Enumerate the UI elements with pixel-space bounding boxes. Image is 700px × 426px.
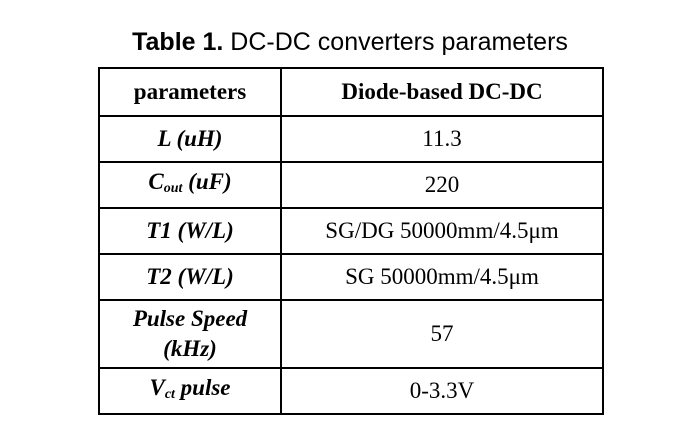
- row-value: 220: [280, 161, 604, 209]
- row: T1 (W/L) SG/DG 50000mm/4.5μm: [98, 207, 604, 255]
- label-text: (uF): [182, 168, 232, 194]
- row-label: L (uH): [98, 115, 282, 163]
- parameters-table: parameters Diode-based DC-DC L (uH) 11.3…: [98, 67, 604, 415]
- header-row: parameters Diode-based DC-DC: [98, 67, 604, 117]
- label-text: Pulse Speed: [132, 306, 248, 331]
- row-label: T1 (W/L): [98, 207, 282, 255]
- label-text: pulse: [174, 374, 231, 400]
- table-caption: Table 1. DC-DC converters parameters: [0, 28, 700, 57]
- row-value: SG/DG 50000mm/4.5μm: [280, 207, 604, 255]
- label-text: T1 (W/L): [146, 218, 234, 243]
- row-label: Pulse Speed (kHz): [98, 299, 282, 369]
- caption-text: DC-DC converters parameters: [223, 28, 568, 56]
- row: Cout (uF) 220: [98, 161, 604, 209]
- label-text: T2 (W/L): [146, 264, 234, 289]
- row: L (uH) 11.3: [98, 115, 604, 163]
- label-text: L (uH): [157, 126, 223, 151]
- label-subscript: ct: [164, 386, 175, 402]
- row-value: 11.3: [280, 115, 604, 163]
- label-text: V: [149, 374, 165, 400]
- row-value: 0-3.3V: [280, 367, 604, 415]
- label-subscript: out: [163, 180, 183, 196]
- row-value: 57: [280, 299, 604, 369]
- row-label: T2 (W/L): [98, 253, 282, 301]
- header-cell: Diode-based DC-DC: [280, 67, 604, 117]
- caption-label: Table 1.: [132, 28, 224, 56]
- label-text: (kHz): [163, 336, 217, 361]
- header-cell: parameters: [98, 67, 282, 117]
- row: T2 (W/L) SG 50000mm/4.5μm: [98, 253, 604, 301]
- row-label: Vct pulse: [98, 367, 282, 415]
- row-label: Cout (uF): [98, 161, 282, 209]
- row: Pulse Speed (kHz) 57: [98, 299, 604, 369]
- row-value: SG 50000mm/4.5μm: [280, 253, 604, 301]
- row: Vct pulse 0-3.3V: [98, 367, 604, 415]
- label-text: C: [148, 168, 164, 194]
